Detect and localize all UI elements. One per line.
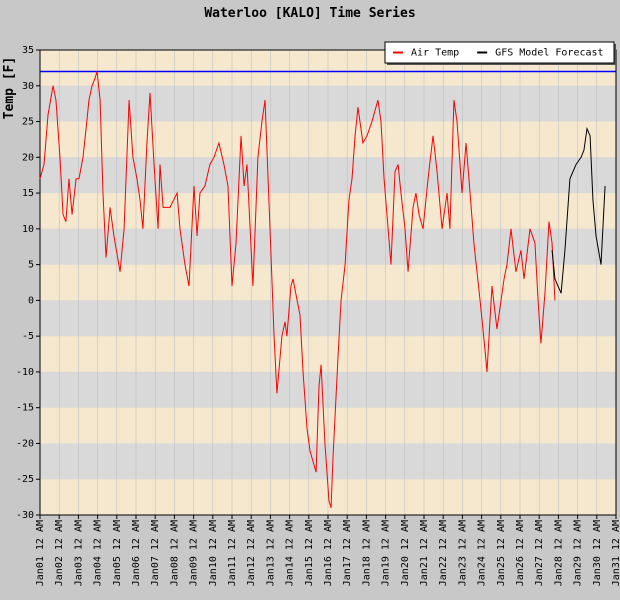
x-tick-label: Jan14 12 AM xyxy=(285,520,296,586)
x-tick-label: Jan29 12 AM xyxy=(573,520,584,586)
x-tick-label: Jan03 12 AM xyxy=(73,520,84,586)
y-tick-label: 30 xyxy=(22,81,34,92)
x-tick-label: Jan06 12 AM xyxy=(131,520,142,586)
x-tick-label: Jan31 12 AM xyxy=(611,520,620,586)
x-tick-label: Jan04 12 AM xyxy=(93,520,104,586)
x-tick-label: Jan28 12 AM xyxy=(553,520,564,586)
legend xyxy=(384,41,615,64)
x-tick-label: Jan05 12 AM xyxy=(112,520,123,586)
x-tick-label: Jan30 12 AM xyxy=(592,520,603,586)
x-tick-label: Jan09 12 AM xyxy=(189,520,200,586)
x-tick-label: Jan21 12 AM xyxy=(419,520,430,586)
y-tick-label: 0 xyxy=(28,295,34,306)
series-line xyxy=(39,71,556,508)
plot-frame xyxy=(39,49,617,516)
x-tick-label: Jan20 12 AM xyxy=(400,520,411,586)
x-tick-label: Jan23 12 AM xyxy=(457,520,468,586)
y-tick-label: -30 xyxy=(16,510,34,521)
y-tick-label: -25 xyxy=(16,474,34,485)
x-tick-label: Jan12 12 AM xyxy=(246,520,257,586)
y-tick-label: 15 xyxy=(22,188,34,199)
legend-label: GFS Model Forecast xyxy=(495,48,603,59)
x-tick-label: Jan10 12 AM xyxy=(208,520,219,586)
x-tick-label: Jan07 12 AM xyxy=(150,520,161,586)
x-tick-label: Jan18 12 AM xyxy=(361,520,372,586)
x-tick-label: Jan22 12 AM xyxy=(438,520,449,586)
x-tick-label: Jan02 12 AM xyxy=(54,520,65,586)
y-axis-label: Temp [F] xyxy=(2,57,17,120)
x-tick-label: Jan16 12 AM xyxy=(323,520,334,586)
x-tick-label: Jan15 12 AM xyxy=(304,520,315,586)
x-tick-label: Jan25 12 AM xyxy=(496,520,507,586)
y-tick-label: -10 xyxy=(16,367,34,378)
chart-title: Waterloo [KALO] Time Series xyxy=(204,6,415,21)
x-tick-label: Jan27 12 AM xyxy=(534,520,545,586)
y-tick-label: 10 xyxy=(22,224,34,235)
series-line xyxy=(551,126,606,294)
x-tick-label: Jan26 12 AM xyxy=(515,520,526,586)
y-tick-label: -5 xyxy=(22,331,34,342)
x-tick-label: Jan19 12 AM xyxy=(381,520,392,586)
x-tick-label: Jan13 12 AM xyxy=(265,520,276,586)
y-tick-label: 20 xyxy=(22,152,34,163)
x-tick-label: Jan01 12 AM xyxy=(35,520,46,586)
x-tick-label: Jan24 12 AM xyxy=(477,520,488,586)
x-tick-label: Jan08 12 AM xyxy=(169,520,180,586)
y-tick-label: -20 xyxy=(16,438,34,449)
x-tick-label: Jan17 12 AM xyxy=(342,520,353,586)
y-tick-label: 25 xyxy=(22,117,34,128)
x-tick-label: Jan11 12 AM xyxy=(227,520,238,586)
y-tick-label: -15 xyxy=(16,403,34,414)
legend-label: Air Temp xyxy=(411,48,459,59)
y-tick-label: 5 xyxy=(28,260,34,271)
y-tick-label: 35 xyxy=(22,45,34,56)
